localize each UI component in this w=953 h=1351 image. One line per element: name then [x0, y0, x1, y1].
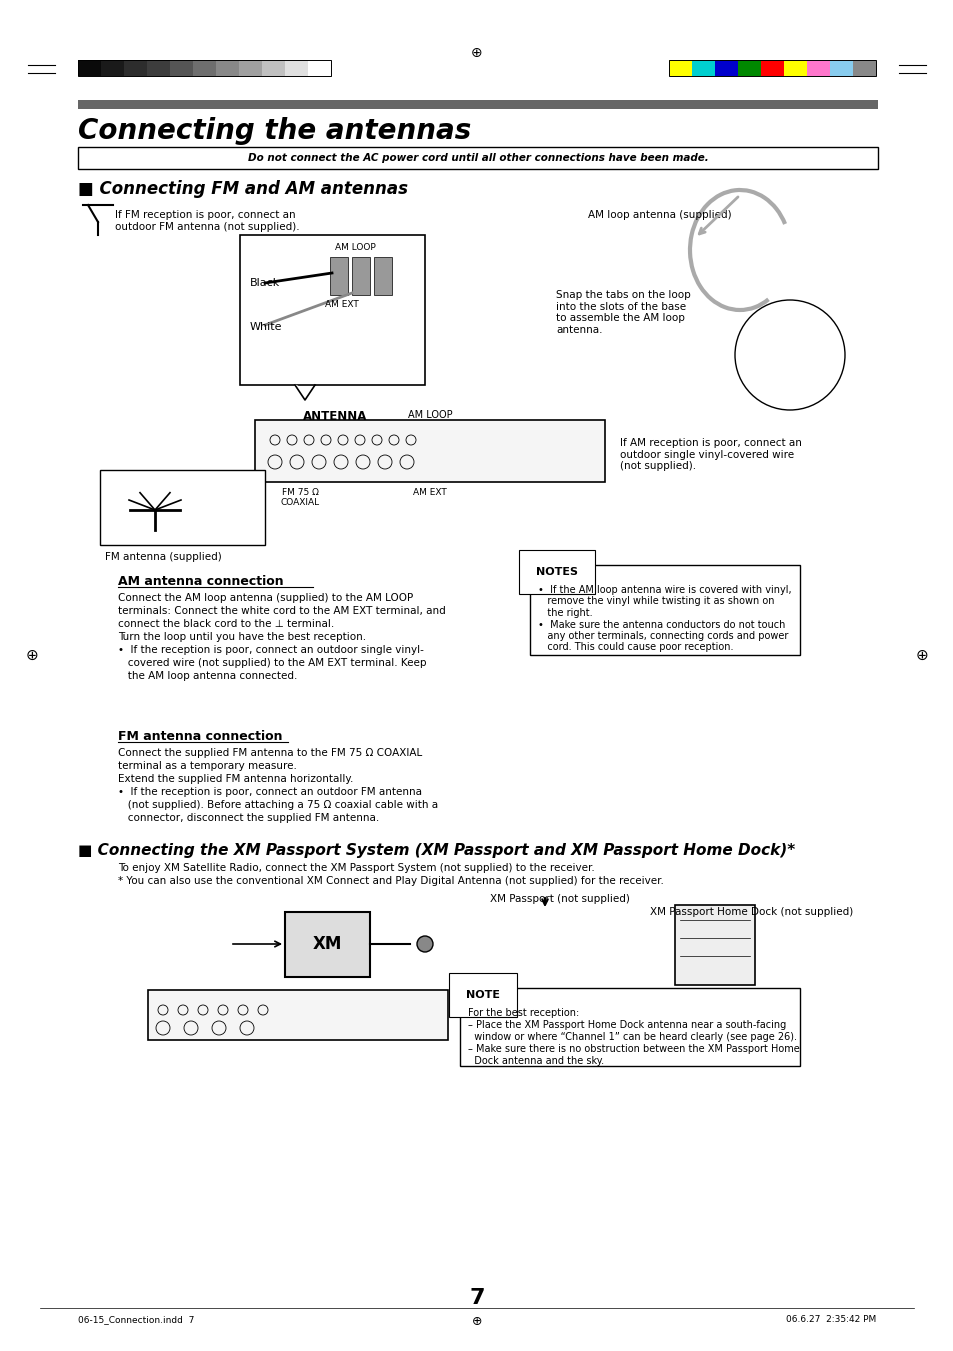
Bar: [668, 59, 691, 76]
Text: AM EXT: AM EXT: [413, 488, 446, 497]
Text: AM LOOP: AM LOOP: [335, 243, 375, 253]
Text: window or where “Channel 1” can be heard clearly (see page 26).: window or where “Channel 1” can be heard…: [468, 1032, 796, 1042]
Text: FM 75 Ω
COAXIAL: FM 75 Ω COAXIAL: [280, 488, 319, 508]
Bar: [262, 59, 285, 76]
Bar: [352, 257, 370, 295]
Text: To enjoy XM Satellite Radio, connect the XM Passport System (not supplied) to th: To enjoy XM Satellite Radio, connect the…: [118, 863, 594, 873]
Text: ⊕: ⊕: [915, 647, 927, 662]
Bar: [100, 470, 265, 544]
Text: ⊕: ⊕: [26, 647, 38, 662]
Bar: [738, 59, 760, 76]
Text: – Place the XM Passport Home Dock antenna near a south-facing: – Place the XM Passport Home Dock antenn…: [468, 1020, 785, 1029]
Text: cord. This could cause poor reception.: cord. This could cause poor reception.: [537, 643, 733, 653]
Bar: [806, 59, 829, 76]
Bar: [124, 59, 147, 76]
Bar: [101, 59, 124, 76]
Text: NOTE: NOTE: [465, 990, 499, 1000]
Bar: [148, 990, 448, 1040]
Text: (not supplied). Before attaching a 75 Ω coaxial cable with a: (not supplied). Before attaching a 75 Ω …: [118, 800, 437, 811]
Text: XM Passport (not supplied): XM Passport (not supplied): [490, 894, 629, 904]
Bar: [714, 59, 738, 76]
Text: Connect the AM loop antenna (supplied) to the AM LOOP: Connect the AM loop antenna (supplied) t…: [118, 593, 413, 603]
Text: connect the black cord to the ⊥ terminal.: connect the black cord to the ⊥ terminal…: [118, 619, 334, 630]
Bar: [285, 912, 370, 977]
Polygon shape: [294, 385, 314, 400]
Text: AM EXT: AM EXT: [325, 300, 358, 309]
Text: ■ Connecting FM and AM antennas: ■ Connecting FM and AM antennas: [78, 180, 408, 199]
Text: XM: XM: [312, 935, 341, 952]
Bar: [783, 59, 806, 76]
Text: ⊕: ⊕: [471, 46, 482, 59]
Text: connector, disconnect the supplied FM antenna.: connector, disconnect the supplied FM an…: [118, 813, 379, 823]
Text: FM antenna connection: FM antenna connection: [118, 730, 282, 743]
Bar: [239, 59, 262, 76]
Text: If AM reception is poor, connect an
outdoor single vinyl-covered wire
(not suppl: If AM reception is poor, connect an outd…: [619, 438, 801, 471]
Text: ANTENNA: ANTENNA: [302, 409, 367, 423]
Text: AM loop antenna (supplied): AM loop antenna (supplied): [587, 209, 731, 220]
Text: AM antenna connection: AM antenna connection: [118, 576, 283, 588]
Text: * You can also use the conventional XM Connect and Play Digital Antenna (not sup: * You can also use the conventional XM C…: [118, 875, 663, 886]
Text: Black: Black: [250, 278, 280, 288]
Text: any other terminals, connecting cords and power: any other terminals, connecting cords an…: [537, 631, 787, 640]
Text: remove the vinyl while twisting it as shown on: remove the vinyl while twisting it as sh…: [537, 597, 774, 607]
Bar: [459, 988, 800, 1066]
Bar: [330, 257, 348, 295]
Text: 06-15_Connection.indd  7: 06-15_Connection.indd 7: [78, 1315, 194, 1324]
Bar: [254, 420, 604, 482]
Text: •  If the AM loop antenna wire is covered with vinyl,: • If the AM loop antenna wire is covered…: [537, 585, 791, 594]
Bar: [78, 147, 877, 169]
Text: White: White: [250, 322, 282, 332]
Bar: [308, 59, 331, 76]
Text: 7: 7: [469, 1288, 484, 1308]
Text: NOTES: NOTES: [536, 567, 578, 577]
Text: covered wire (not supplied) to the AM EXT terminal. Keep: covered wire (not supplied) to the AM EX…: [118, 658, 426, 667]
Text: Dock antenna and the sky.: Dock antenna and the sky.: [468, 1056, 603, 1066]
Text: FM antenna (supplied): FM antenna (supplied): [105, 553, 221, 562]
Bar: [691, 59, 714, 76]
Bar: [760, 59, 783, 76]
Bar: [170, 59, 193, 76]
Text: •  If the reception is poor, connect an outdoor single vinyl-: • If the reception is poor, connect an o…: [118, 644, 423, 655]
Text: terminals: Connect the white cord to the AM EXT terminal, and: terminals: Connect the white cord to the…: [118, 607, 445, 616]
Bar: [215, 59, 239, 76]
Bar: [285, 59, 308, 76]
Text: Snap the tabs on the loop
into the slots of the base
to assemble the AM loop
ant: Snap the tabs on the loop into the slots…: [556, 290, 690, 335]
Text: terminal as a temporary measure.: terminal as a temporary measure.: [118, 761, 296, 771]
Bar: [374, 257, 392, 295]
Text: – Make sure there is no obstruction between the XM Passport Home: – Make sure there is no obstruction betw…: [468, 1044, 799, 1054]
Bar: [193, 59, 215, 76]
Text: ⊕: ⊕: [471, 1315, 482, 1328]
Text: AM LOOP: AM LOOP: [407, 409, 452, 420]
Text: Connect the supplied FM antenna to the FM 75 Ω COAXIAL: Connect the supplied FM antenna to the F…: [118, 748, 422, 758]
Text: For the best reception:: For the best reception:: [468, 1008, 578, 1019]
Text: Extend the supplied FM antenna horizontally.: Extend the supplied FM antenna horizonta…: [118, 774, 353, 784]
Bar: [668, 59, 875, 76]
Bar: [852, 59, 875, 76]
Bar: [78, 100, 877, 109]
Bar: [675, 905, 754, 985]
Text: If FM reception is poor, connect an
outdoor FM antenna (not supplied).: If FM reception is poor, connect an outd…: [115, 209, 299, 231]
Text: Turn the loop until you have the best reception.: Turn the loop until you have the best re…: [118, 632, 366, 642]
Bar: [240, 235, 424, 385]
Bar: [78, 59, 101, 76]
Text: •  Make sure the antenna conductors do not touch: • Make sure the antenna conductors do no…: [537, 620, 784, 630]
Text: ■ Connecting the XM Passport System (XM Passport and XM Passport Home Dock)*: ■ Connecting the XM Passport System (XM …: [78, 843, 795, 858]
Text: Do not connect the AC power cord until all other connections have been made.: Do not connect the AC power cord until a…: [248, 153, 708, 163]
Circle shape: [416, 936, 433, 952]
Bar: [78, 59, 331, 76]
Text: 06.6.27  2:35:42 PM: 06.6.27 2:35:42 PM: [785, 1315, 875, 1324]
Bar: [829, 59, 852, 76]
Text: the AM loop antenna connected.: the AM loop antenna connected.: [118, 671, 297, 681]
Bar: [530, 565, 800, 655]
Text: the right.: the right.: [537, 608, 592, 617]
Bar: [147, 59, 170, 76]
Text: •  If the reception is poor, connect an outdoor FM antenna: • If the reception is poor, connect an o…: [118, 788, 421, 797]
Text: Connecting the antennas: Connecting the antennas: [78, 118, 471, 145]
Text: XM Passport Home Dock (not supplied): XM Passport Home Dock (not supplied): [649, 907, 852, 917]
